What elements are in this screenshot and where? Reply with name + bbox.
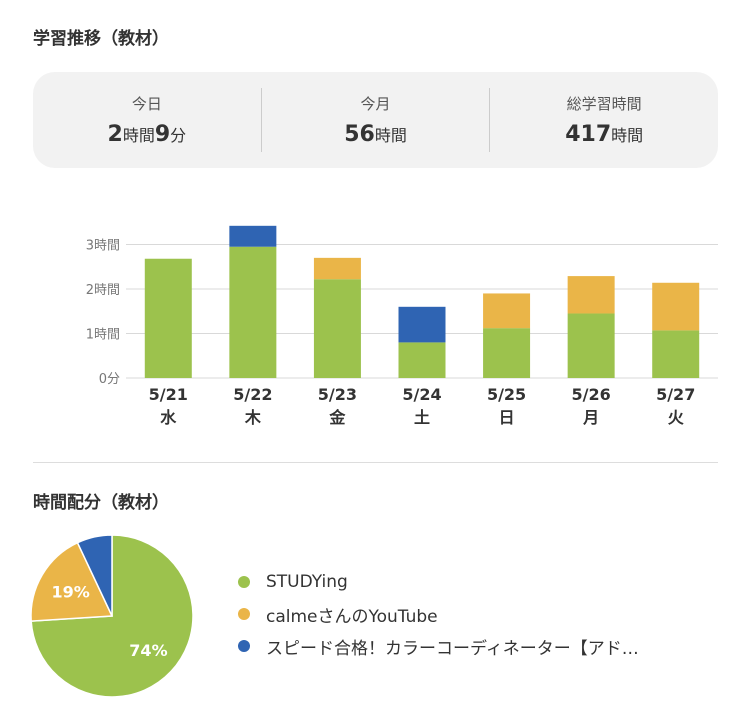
pie-data-label: 74% xyxy=(129,641,167,660)
legend-dot xyxy=(238,608,250,620)
pie-slice xyxy=(30,541,114,622)
legend-dot xyxy=(238,640,250,652)
bar-segment xyxy=(567,313,615,378)
x-tick-label: 5/26 xyxy=(572,385,611,404)
bar-segment xyxy=(229,246,277,378)
x-tick-label: 5/23 xyxy=(318,385,357,404)
y-tick-label: 0分 xyxy=(99,372,120,387)
stat-number: 2 xyxy=(107,122,123,147)
legend-label: スピード合格！カラーコーディネーター【アド… xyxy=(266,638,639,659)
bar-segment xyxy=(567,276,615,314)
bar-segment xyxy=(483,293,531,329)
y-tick-label: 3時間 xyxy=(86,239,120,254)
legend-label: calmeさんのYouTube xyxy=(266,606,438,627)
pie-data-label: 19% xyxy=(52,583,90,602)
allocation-section-title: 時間配分（教材） xyxy=(33,493,169,513)
section-divider xyxy=(33,462,718,463)
stat-label: 今日 xyxy=(131,95,162,113)
legend-item: calmeさんのYouTube xyxy=(238,598,639,630)
stat-label: 総学習時間 xyxy=(566,95,642,113)
pie-legend: STUDYing calmeさんのYouTube スピード合格！カラーコーディネ… xyxy=(238,566,639,662)
bar-segment xyxy=(313,279,361,378)
legend-item: STUDYing xyxy=(238,566,639,598)
stat-number: 56 xyxy=(344,122,375,147)
x-tick-label: 5/27 xyxy=(656,385,695,404)
x-tick-label: 5/24 xyxy=(402,385,441,404)
bar-segment xyxy=(144,258,192,378)
stat-number: 9 xyxy=(154,122,171,147)
x-tick-sublabel: 月 xyxy=(582,408,599,427)
x-tick-sublabel: 木 xyxy=(244,408,262,427)
x-tick-label: 5/21 xyxy=(149,385,188,404)
stat-this-month: 今月 56時間 xyxy=(260,88,490,152)
trend-section-title: 学習推移（教材） xyxy=(33,29,169,49)
stat-number: 417 xyxy=(565,122,612,147)
pie-chart: 74% 19% xyxy=(30,534,194,698)
x-tick-sublabel: 日 xyxy=(499,408,515,427)
stat-total: 総学習時間 417時間 xyxy=(489,88,718,152)
x-tick-sublabel: 火 xyxy=(668,408,685,427)
bar-segment xyxy=(398,342,446,378)
stat-value: 417時間 xyxy=(490,122,718,147)
stat-unit: 時間 xyxy=(611,126,644,145)
legend-item: スピード合格！カラーコーディネーター【アド… xyxy=(238,630,639,662)
y-tick-label: 1時間 xyxy=(86,328,120,343)
stat-unit: 時間 xyxy=(374,126,407,145)
bar-segment xyxy=(313,257,361,280)
x-tick-label: 5/25 xyxy=(487,385,526,404)
stacked-bar-chart: 0分 1時間 2時間 3時間 5/21 水 5/22 木 5/23 金 5/24 土 5/25 日 5/26… xyxy=(86,225,718,427)
stat-today: 今日 2時間9分 xyxy=(33,88,261,152)
stat-value: 2時間9分 xyxy=(33,122,261,147)
pie-slice xyxy=(76,534,113,617)
x-tick-sublabel: 金 xyxy=(328,408,346,427)
bar-segment xyxy=(483,328,531,378)
stat-value: 56時間 xyxy=(262,122,490,147)
bar-segment xyxy=(652,330,700,378)
legend-label: STUDYing xyxy=(266,572,348,592)
y-tick-label: 2時間 xyxy=(86,283,120,298)
stat-unit: 時間 xyxy=(122,126,155,145)
x-tick-sublabel: 土 xyxy=(414,408,430,427)
bar-segment xyxy=(398,306,446,343)
stat-unit: 分 xyxy=(170,126,187,145)
bar-segment xyxy=(652,282,700,331)
stat-label: 今月 xyxy=(360,95,391,113)
bar-segment xyxy=(229,225,277,247)
stats-summary: 今日 2時間9分 今月 56時間 総学習時間 417時間 xyxy=(33,72,718,168)
x-tick-label: 5/22 xyxy=(233,385,272,404)
legend-dot xyxy=(238,576,250,588)
x-tick-sublabel: 水 xyxy=(160,408,177,427)
